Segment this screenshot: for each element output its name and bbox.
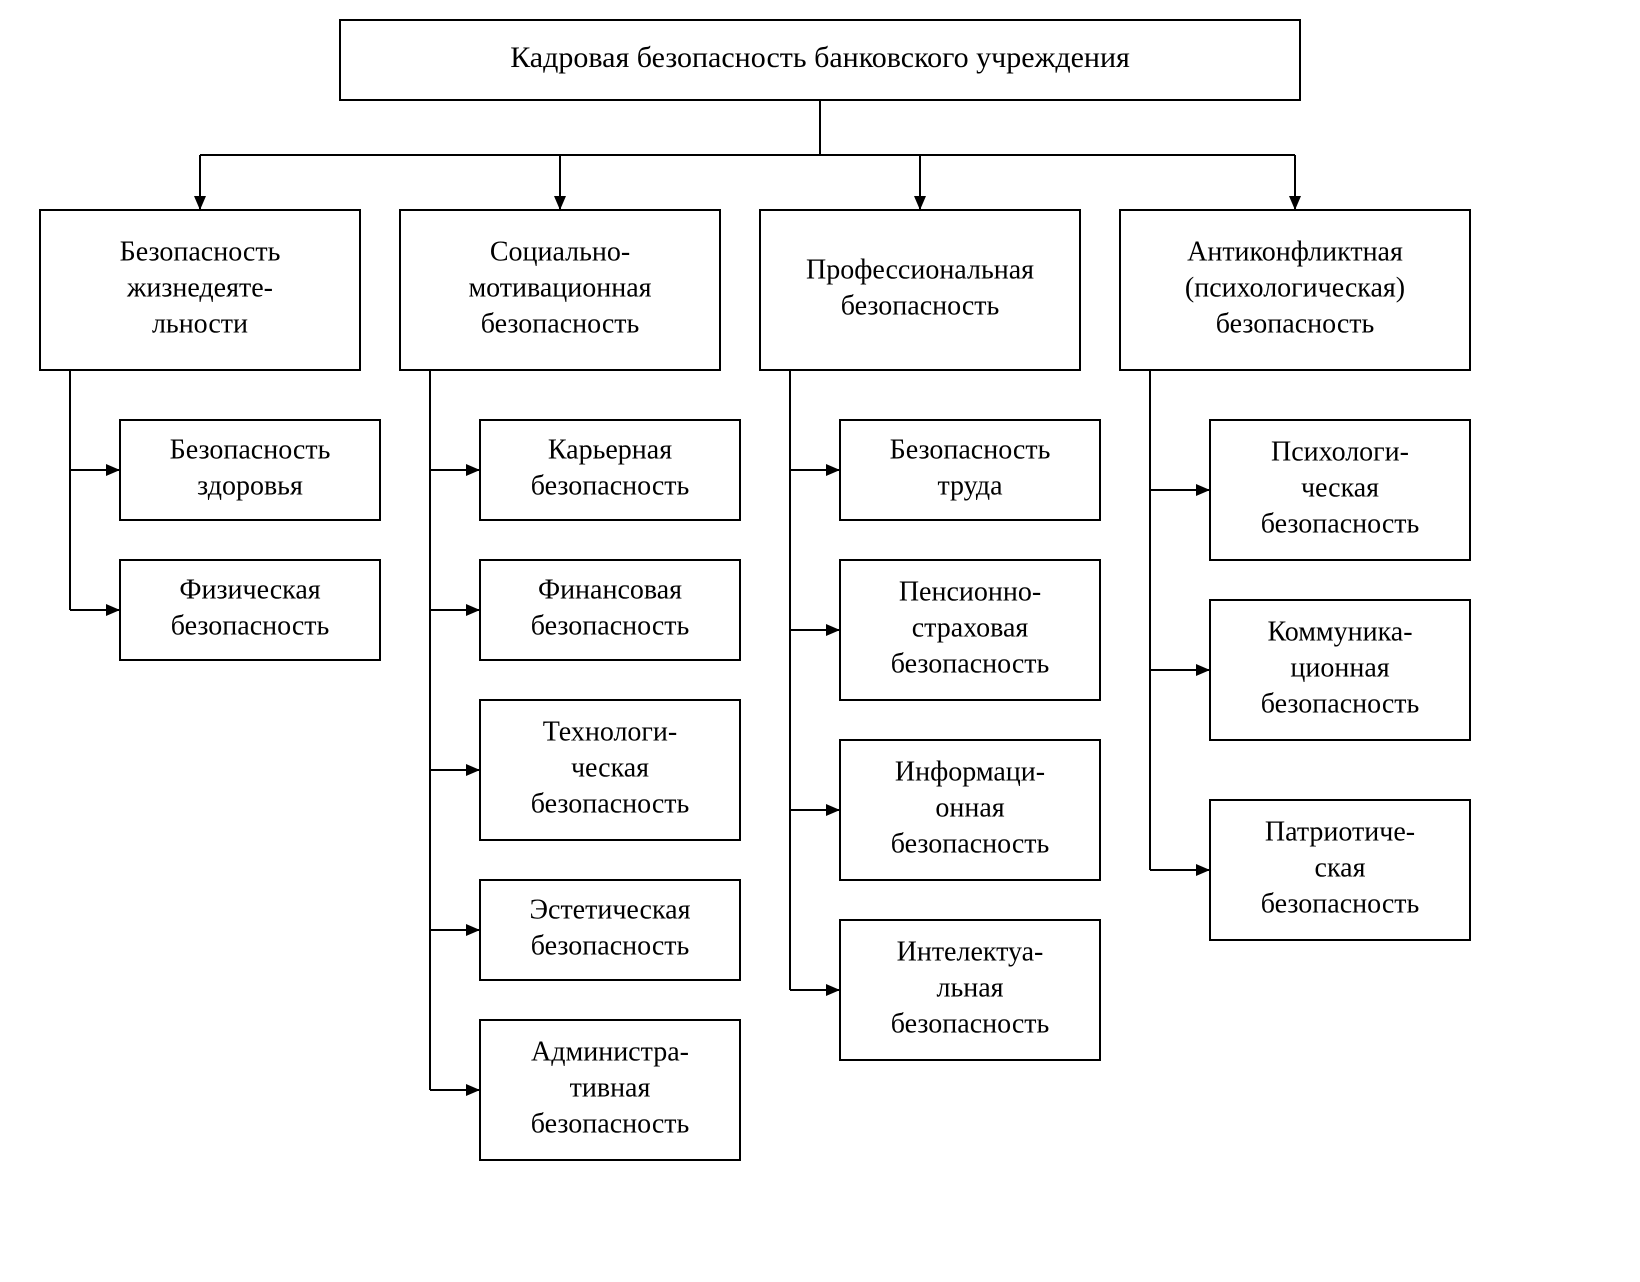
category-social-text: Социально-: [490, 236, 630, 267]
child-prof-2-text: онная: [935, 792, 1004, 823]
category-social-text: безопасность: [481, 308, 640, 339]
child-prof-3: Интелектуа-льная безопасность: [840, 920, 1100, 1060]
child-anti-0-text: Психологи-: [1271, 436, 1409, 467]
child-anti-2-text: Патриотиче-: [1265, 816, 1415, 847]
category-prof-text: Профессиональная: [806, 254, 1034, 285]
child-anti-2: Патриотиче-ская безопасность: [1210, 800, 1470, 940]
child-social-3: Эстетическая безопасность: [480, 880, 740, 980]
category-social: Социально-мотивационная безопасность: [400, 210, 720, 370]
child-social-0-text: безопасность: [531, 470, 690, 501]
child-social-1: Финансовая безопасность: [480, 560, 740, 660]
child-prof-1-text: безопасность: [891, 648, 1050, 679]
child-anti-1-text: безопасность: [1261, 688, 1420, 719]
child-social-2-text: ческая: [571, 752, 649, 783]
child-anti-0: Психологи-ческая безопасность: [1210, 420, 1470, 560]
child-life-1-text: Физическая: [179, 574, 320, 605]
child-prof-1-text: страховая: [912, 612, 1029, 643]
child-prof-2: Информаци-онная безопасность: [840, 740, 1100, 880]
category-prof: Профессиональная безопасность: [760, 210, 1080, 370]
category-anti-text: Антиконфликтная: [1187, 236, 1403, 267]
category-anti-text: безопасность: [1216, 308, 1375, 339]
child-prof-0-text: труда: [937, 470, 1003, 501]
title-box: Кадровая безопасность банковского учрежд…: [340, 20, 1300, 100]
child-life-0-text: Безопасность: [170, 434, 331, 465]
child-social-3-text: безопасность: [531, 930, 690, 961]
child-anti-1-text: ционная: [1290, 652, 1389, 683]
child-prof-1-text: Пенсионно-: [899, 576, 1041, 607]
child-social-4: Администра-тивная безопасность: [480, 1020, 740, 1160]
child-anti-0-text: ческая: [1301, 472, 1379, 503]
child-prof-2-text: Информаци-: [895, 756, 1045, 787]
child-prof-2-text: безопасность: [891, 828, 1050, 859]
child-anti-1: Коммуника-ционная безопасность: [1210, 600, 1470, 740]
title-box-text: Кадровая безопасность банковского учрежд…: [510, 41, 1130, 74]
category-anti: Антиконфликтная (психологическая) безопасн…: [1120, 210, 1470, 370]
category-life-text: жизнедеяте-: [126, 272, 273, 303]
child-social-4-text: безопасность: [531, 1108, 690, 1139]
child-prof-0: Безопасность труда: [840, 420, 1100, 520]
child-life-1-text: безопасность: [171, 610, 330, 641]
category-anti-text: (психологическая): [1185, 272, 1405, 303]
child-prof-1: Пенсионно-страховая безопасность: [840, 560, 1100, 700]
child-anti-2-text: безопасность: [1261, 888, 1420, 919]
child-social-4-text: Администра-: [531, 1036, 689, 1067]
child-social-0-text: Карьерная: [548, 434, 672, 465]
child-prof-3-text: Интелектуа-: [897, 936, 1044, 967]
child-social-2: Технологи-ческая безопасность: [480, 700, 740, 840]
child-social-2-text: Технологи-: [543, 716, 677, 747]
category-life: Безопасность жизнедеяте-льности: [40, 210, 360, 370]
diagram-canvas: Кадровая безопасность банковского учрежд…: [0, 0, 1640, 1282]
child-prof-3-text: безопасность: [891, 1008, 1050, 1039]
category-prof-text: безопасность: [841, 290, 1000, 321]
child-social-2-text: безопасность: [531, 788, 690, 819]
child-life-0: Безопасность здоровья: [120, 420, 380, 520]
category-life-text: Безопасность: [120, 236, 281, 267]
child-prof-0-text: Безопасность: [890, 434, 1051, 465]
child-social-4-text: тивная: [570, 1072, 651, 1103]
child-prof-3-text: льная: [936, 972, 1003, 1003]
child-life-0-text: здоровья: [197, 470, 303, 501]
child-anti-0-text: безопасность: [1261, 508, 1420, 539]
child-life-1: Физическая безопасность: [120, 560, 380, 660]
child-anti-1-text: Коммуника-: [1267, 616, 1412, 647]
child-social-3-text: Эстетическая: [530, 894, 691, 925]
child-social-0: Карьерная безопасность: [480, 420, 740, 520]
child-social-1-text: безопасность: [531, 610, 690, 641]
category-life-text: льности: [152, 308, 248, 339]
child-anti-2-text: ская: [1315, 852, 1366, 883]
category-social-text: мотивационная: [468, 272, 651, 303]
child-social-1-text: Финансовая: [538, 574, 682, 605]
